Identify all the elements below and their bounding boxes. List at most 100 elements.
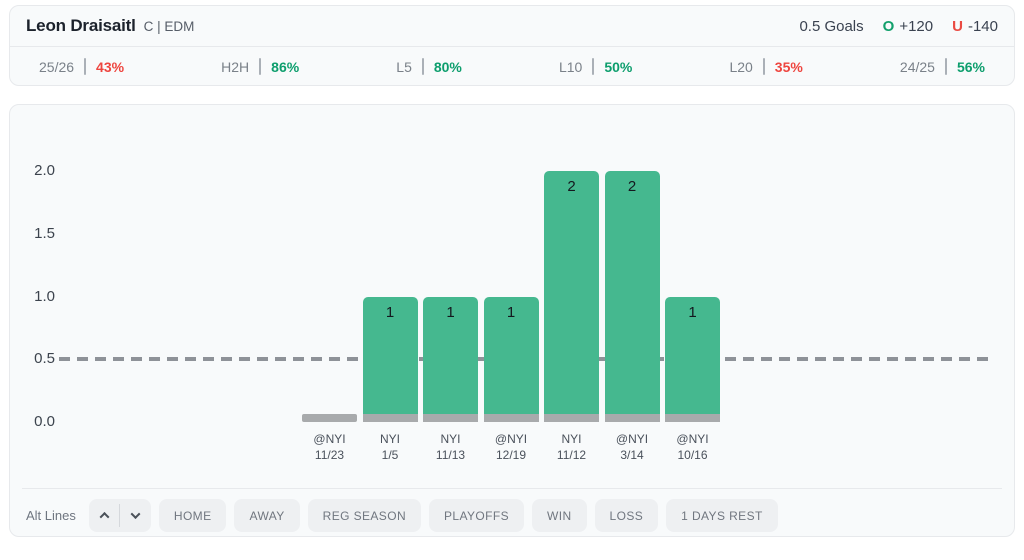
x-axis-date: 12/19 (495, 448, 527, 462)
x-axis-opponent: @NYI (676, 432, 709, 446)
stat-value: 50% (604, 58, 633, 75)
bar[interactable]: 1 (362, 296, 418, 422)
stat-divider (84, 58, 87, 75)
stat-divider (421, 58, 424, 75)
under-odds-value: -140 (967, 17, 998, 35)
bar-zero[interactable] (302, 414, 357, 422)
stat-label: H2H (221, 58, 250, 75)
under-odds-button[interactable]: U -140 (952, 18, 998, 35)
player-header: Leon Draisaitl C | EDM 0.5 Goals O +120 … (10, 6, 1014, 47)
bar-base (362, 414, 418, 422)
stat-item[interactable]: H2H 86% (221, 58, 299, 75)
bar-base (423, 414, 478, 422)
player-name: Leon Draisaitl (26, 16, 136, 35)
filter-button-home[interactable]: HOME (158, 499, 227, 532)
bar-base (604, 414, 660, 422)
filter-button-1-days-rest[interactable]: 1 DAYS REST (666, 499, 778, 532)
y-axis-tick-label: 0.0 (34, 413, 55, 430)
x-axis-date: 3/14 (620, 448, 644, 462)
stat-label: L10 (558, 58, 583, 75)
x-axis-opponent: @NYI (313, 432, 346, 446)
x-axis-opponent: NYI (379, 432, 400, 446)
over-odds-button[interactable]: O +120 (883, 18, 933, 35)
player-position-team: C | EDM (143, 18, 195, 34)
filter-divider (22, 488, 1002, 489)
x-axis-label: @NYI 12/19 (473, 431, 549, 463)
chevron-down-icon (130, 509, 141, 520)
x-axis-label: @NYI 3/14 (594, 431, 670, 463)
x-axis-label: @NYI 10/16 (655, 431, 731, 463)
stat-divider (944, 58, 947, 75)
bar-base (483, 414, 539, 422)
bar[interactable]: 2 (604, 171, 660, 422)
x-axis-date: 10/16 (677, 448, 708, 462)
bar[interactable]: 1 (423, 296, 478, 422)
y-axis-tick-label: 2.0 (34, 162, 55, 179)
bar-base (665, 414, 720, 422)
y-axis-tick-label: 1.5 (34, 224, 55, 242)
bar-value-label: 1 (688, 303, 697, 321)
odds-group: 0.5 Goals O +120 U -140 (799, 18, 998, 35)
stat-item[interactable]: 24/25 56% (900, 58, 985, 75)
filter-row: Alt Lines HOME AWAY REG SEASON PLAYOFFS WIN L… (26, 499, 1004, 532)
chevron-up-icon (99, 511, 110, 522)
stat-item[interactable]: L20 35% (729, 58, 803, 75)
stat-item[interactable]: 25/26 43% (39, 58, 124, 75)
bar[interactable]: 1 (483, 296, 539, 422)
bar-value-label: 1 (506, 303, 516, 321)
stat-label: 25/26 (39, 58, 75, 75)
filter-button-win[interactable]: WIN (532, 499, 587, 532)
x-axis-label: NYI 1/5 (352, 431, 428, 463)
stat-value: 56% (956, 58, 985, 75)
bar-value-label: 1 (446, 303, 455, 321)
under-indicator: U (952, 17, 963, 35)
stat-divider (592, 58, 595, 75)
x-axis-opponent: @NYI (494, 432, 528, 446)
stat-value: 43% (96, 58, 125, 75)
bar[interactable]: 2 (544, 171, 599, 422)
stat-value: 35% (774, 58, 803, 75)
alt-lines-label: Alt Lines (26, 508, 76, 523)
alt-line-up-button[interactable] (89, 499, 120, 532)
x-axis-opponent: NYI (440, 432, 461, 446)
alt-line-down-button[interactable] (120, 499, 151, 532)
bar-value-label: 1 (385, 303, 395, 321)
stat-item[interactable]: L10 50% (559, 58, 632, 75)
filter-button-away[interactable]: AWAY (234, 499, 300, 532)
y-axis-tick-label: 1.0 (34, 287, 55, 305)
over-odds-value: +120 (899, 17, 934, 35)
bar-value-label: 2 (567, 178, 576, 195)
stat-value: 86% (271, 58, 300, 75)
x-axis-date: 1/5 (381, 448, 399, 462)
filter-button-playoffs[interactable]: PLAYOFFS (429, 499, 525, 532)
filter-button-reg-season[interactable]: REG SEASON (307, 499, 422, 532)
stat-label: 24/25 (899, 58, 935, 75)
stepper-divider (119, 504, 121, 527)
filter-button-loss[interactable]: LOSS (594, 499, 659, 532)
stat-label: L20 (729, 58, 753, 75)
stat-divider (762, 58, 765, 75)
stat-divider (259, 58, 262, 75)
bar-value-label: 2 (627, 178, 637, 195)
x-axis-opponent: NYI (561, 432, 582, 446)
player-prop-header-card: Leon Draisaitl C | EDM 0.5 Goals O +120 … (9, 5, 1015, 86)
x-axis-label: NYI 11/13 (413, 431, 489, 463)
x-axis-label: @NYI 11/23 (292, 431, 368, 463)
x-axis-label: NYI 11/12 (534, 431, 610, 463)
x-axis-date: 11/23 (314, 448, 345, 462)
over-indicator: O (882, 17, 895, 35)
y-axis-tick-label: 0.5 (34, 350, 55, 368)
bar-base (544, 414, 599, 422)
stats-row: 25/26 43% H2H 86% L5 80% L10 50% L20 35% 24/25 56% (10, 47, 1014, 86)
stat-item[interactable]: L5 80% (396, 58, 462, 75)
x-axis-date: 11/13 (435, 448, 466, 462)
market-label: 0.5 Goals (799, 17, 864, 35)
x-axis-date: 11/12 (556, 448, 587, 462)
x-axis-opponent: @NYI (615, 432, 649, 446)
alt-lines-stepper (88, 499, 151, 532)
bar[interactable]: 1 (665, 296, 720, 422)
stat-value: 80% (433, 58, 462, 75)
filter-buttons: HOME AWAY REG SEASON PLAYOFFS WIN LOSS 1 DAYS … (158, 499, 778, 532)
stat-label: L5 (396, 58, 412, 75)
